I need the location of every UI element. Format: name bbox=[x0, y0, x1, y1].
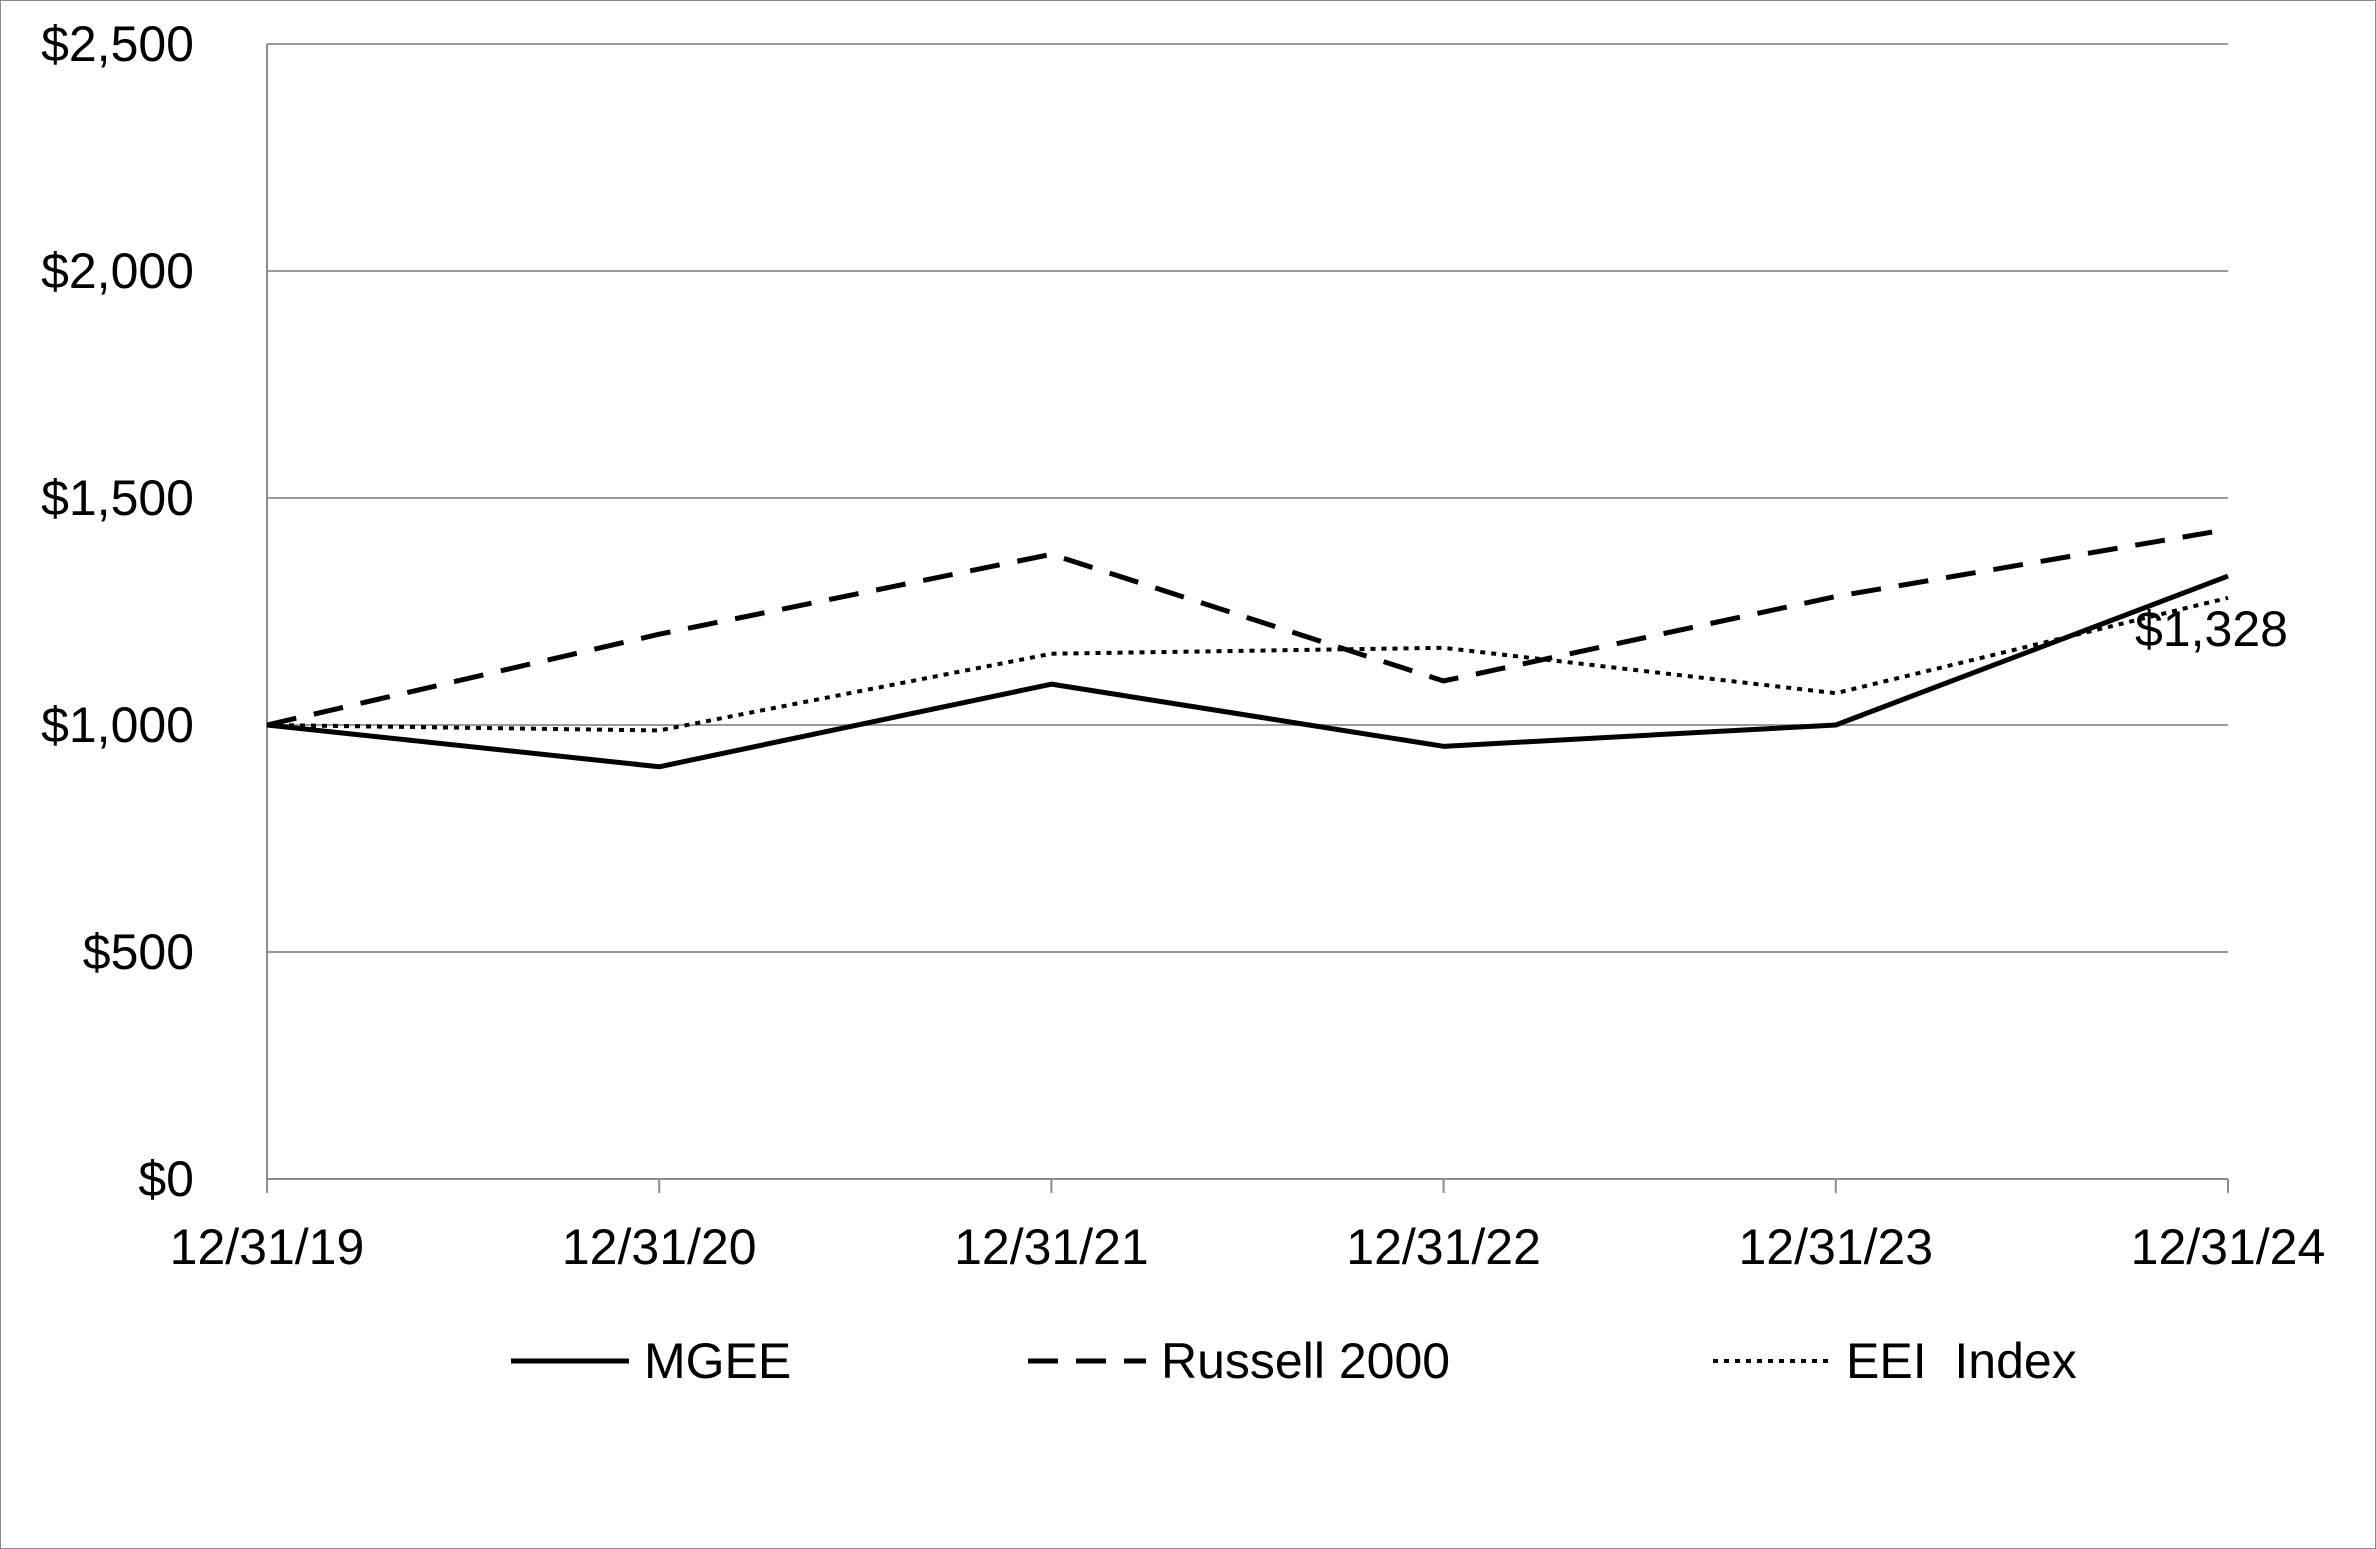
x-tick-label: 12/31/20 bbox=[562, 1219, 757, 1275]
legend-label-mgee: MGEE bbox=[644, 1333, 791, 1389]
x-tick-label: 12/31/19 bbox=[170, 1219, 365, 1275]
y-tick-label: $2,000 bbox=[41, 243, 194, 299]
gridlines bbox=[267, 43, 2228, 953]
y-tick-label: $1,500 bbox=[41, 470, 194, 526]
legend: MGEE Russell 2000 EEI Index bbox=[511, 1333, 2077, 1389]
y-tick-label: $500 bbox=[83, 924, 194, 980]
series-line-mgee bbox=[266, 573, 2229, 770]
y-tick-label: $2,500 bbox=[41, 16, 194, 72]
data-label-mgee: $1,328 bbox=[2135, 601, 2288, 657]
series-lines bbox=[266, 526, 2229, 770]
x-tick-label: 12/31/23 bbox=[1738, 1219, 1933, 1275]
x-tick-label: 12/31/22 bbox=[1346, 1219, 1541, 1275]
axes: $0 $500 $1,000 $1,500 $2,000 $2,500 12/31/19 12… bbox=[41, 16, 2325, 1275]
data-labels: $1,328 bbox=[2135, 601, 2288, 657]
y-tick-label: $0 bbox=[138, 1151, 194, 1207]
y-tick-label: $1,000 bbox=[41, 697, 194, 753]
x-tick-label: 12/31/21 bbox=[954, 1219, 1149, 1275]
legend-label-russell-2000: Russell 2000 bbox=[1161, 1333, 1450, 1389]
legend-label-eei-index: EEI Index bbox=[1846, 1333, 2077, 1389]
x-tick-label: 12/31/24 bbox=[2131, 1219, 2326, 1275]
series-line-russell-2000 bbox=[266, 526, 2229, 728]
